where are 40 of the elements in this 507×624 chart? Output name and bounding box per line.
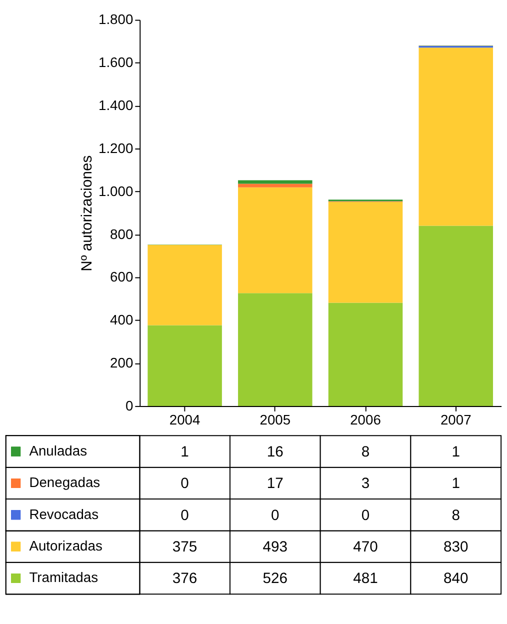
y-tick-label: 800 bbox=[110, 226, 134, 242]
data-label: 526 bbox=[262, 571, 288, 588]
data-label: 0 bbox=[361, 508, 370, 524]
data-label: 470 bbox=[353, 540, 378, 556]
legend-label: Anuladas bbox=[29, 442, 88, 458]
y-axis-title: Nº autorizaciones bbox=[80, 155, 96, 272]
y-tick-label: 1.400 bbox=[98, 97, 134, 114]
data-label: 0 bbox=[180, 476, 189, 492]
data-label: 376 bbox=[172, 571, 198, 588]
legend-label: Revocadas bbox=[29, 506, 99, 522]
data-label: 16 bbox=[266, 444, 284, 460]
data-label: 375 bbox=[172, 540, 198, 556]
y-tick-label: 1.200 bbox=[98, 140, 134, 156]
x-tick-label: 2005 bbox=[260, 411, 291, 428]
y-tick-label: 600 bbox=[110, 268, 134, 285]
y-tick-label: 1.000 bbox=[98, 182, 134, 199]
data-label: 0 bbox=[180, 508, 189, 524]
data-label: 1 bbox=[452, 476, 460, 492]
legend-label: Autorizadas bbox=[29, 538, 102, 554]
data-label: 0 bbox=[271, 508, 280, 524]
data-label: 3 bbox=[361, 476, 370, 492]
data-label: 8 bbox=[452, 508, 460, 524]
data-label: 1 bbox=[452, 444, 460, 460]
y-tick-label: 0 bbox=[125, 397, 134, 414]
legend-label: Denegadas bbox=[29, 474, 100, 490]
legend-label: Tramitadas bbox=[29, 569, 98, 586]
data-label: 830 bbox=[443, 540, 468, 556]
x-tick-label: 2004 bbox=[169, 411, 201, 428]
x-tick-label: 2006 bbox=[350, 411, 382, 428]
x-tick-label: 2007 bbox=[440, 411, 472, 428]
data-label: 481 bbox=[353, 571, 378, 588]
data-label: 1 bbox=[180, 444, 189, 460]
y-tick-label: 400 bbox=[110, 312, 134, 328]
data-label: 493 bbox=[262, 540, 288, 556]
data-label: 8 bbox=[361, 444, 370, 460]
y-tick-label: 200 bbox=[110, 354, 134, 371]
y-tick-label: 1.800 bbox=[98, 11, 134, 28]
y-tick-label: 1.600 bbox=[98, 54, 134, 70]
data-label: 840 bbox=[443, 571, 468, 588]
data-label: 17 bbox=[266, 476, 284, 492]
